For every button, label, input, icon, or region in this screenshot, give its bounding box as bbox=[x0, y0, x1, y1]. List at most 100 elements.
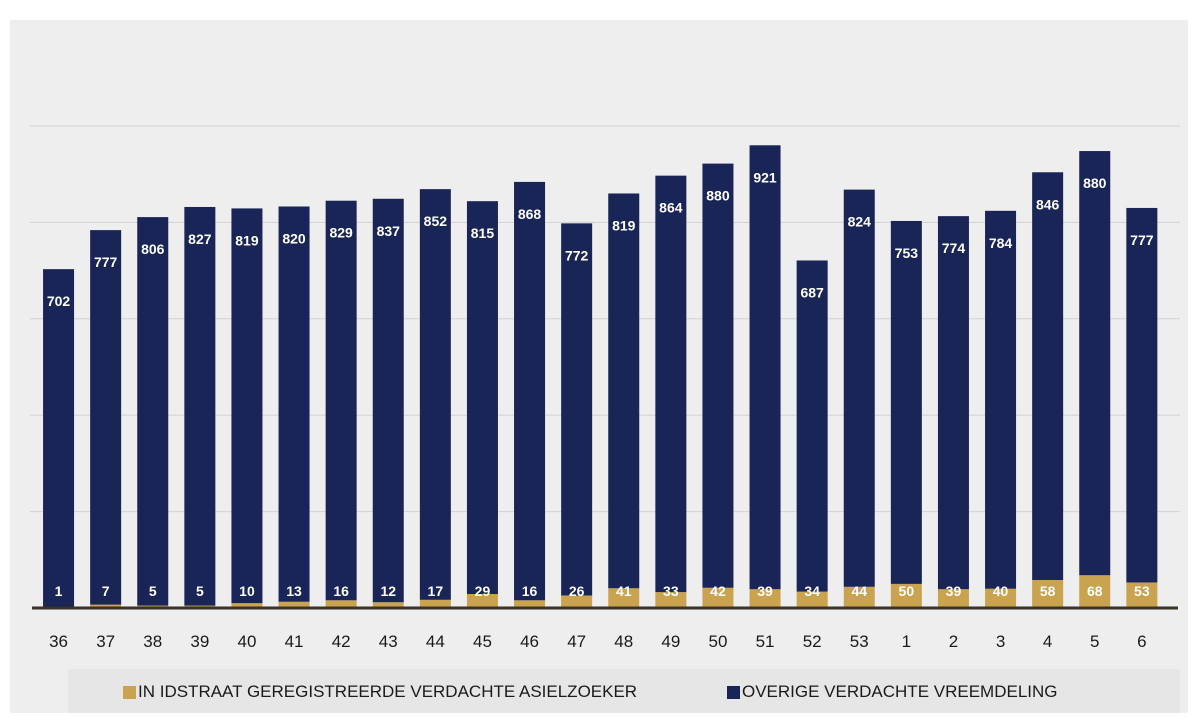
x-tick-label-47: 47 bbox=[567, 632, 586, 651]
x-tick-label-5: 5 bbox=[1090, 632, 1099, 651]
data-label-asylum-50: 42 bbox=[710, 583, 726, 599]
bar-other-42 bbox=[325, 200, 357, 601]
x-tick-label-42: 42 bbox=[332, 632, 351, 651]
data-label-other-41: 820 bbox=[282, 230, 306, 246]
data-label-other-2: 774 bbox=[942, 240, 966, 256]
bar-asylum-2 bbox=[937, 589, 969, 608]
data-label-asylum-45: 29 bbox=[475, 583, 491, 599]
bar-other-49 bbox=[655, 175, 687, 593]
x-tick-label-40: 40 bbox=[237, 632, 256, 651]
data-label-other-48: 819 bbox=[612, 217, 636, 233]
bar-other-41 bbox=[278, 206, 310, 602]
bar-asylum-1 bbox=[890, 583, 922, 608]
bar-other-44 bbox=[419, 189, 451, 600]
bar-asylum-52 bbox=[796, 591, 828, 608]
bar-other-48 bbox=[608, 193, 640, 589]
bar-asylum-37 bbox=[90, 604, 122, 608]
data-label-asylum-1: 50 bbox=[899, 583, 915, 599]
x-tick-label-45: 45 bbox=[473, 632, 492, 651]
chart-legend: IN IDSTRAAT GEREGISTREERDE VERDACHTE ASI… bbox=[68, 669, 1180, 713]
bar-asylum-4 bbox=[1032, 580, 1064, 608]
data-label-other-46: 868 bbox=[518, 206, 542, 222]
data-label-asylum-48: 41 bbox=[616, 583, 632, 599]
data-label-other-51: 921 bbox=[753, 169, 777, 185]
data-label-other-5: 880 bbox=[1083, 175, 1107, 191]
bar-asylum-53 bbox=[843, 586, 875, 608]
data-label-asylum-38: 5 bbox=[149, 583, 157, 599]
data-label-other-40: 819 bbox=[235, 232, 259, 248]
bar-asylum-40 bbox=[231, 603, 263, 608]
bar-asylum-45 bbox=[466, 594, 498, 608]
x-tick-label-49: 49 bbox=[661, 632, 680, 651]
bar-asylum-6 bbox=[1126, 582, 1158, 608]
chart-panel: 702 1 777 7 806 5 827 5 819 10 820 13 829 16 837 12 852 1… bbox=[10, 20, 1188, 713]
bar-other-45 bbox=[466, 201, 498, 595]
bar-other-43 bbox=[372, 198, 404, 603]
data-label-asylum-36: 1 bbox=[55, 583, 63, 599]
bar-other-47 bbox=[561, 223, 593, 596]
bar-chart: 7021777780658275819108201382916837128521… bbox=[30, 125, 1180, 651]
data-label-asylum-5: 68 bbox=[1087, 583, 1103, 599]
x-tick-label-46: 46 bbox=[520, 632, 539, 651]
bar-other-39 bbox=[184, 206, 216, 606]
data-label-asylum-39: 5 bbox=[196, 583, 204, 599]
bar-asylum-43 bbox=[372, 602, 404, 608]
legend-swatch-other bbox=[727, 685, 740, 699]
x-tick-label-41: 41 bbox=[285, 632, 304, 651]
data-label-asylum-3: 40 bbox=[993, 583, 1009, 599]
x-tick-label-43: 43 bbox=[379, 632, 398, 651]
data-label-other-53: 824 bbox=[848, 214, 872, 230]
bar-other-50 bbox=[702, 163, 734, 588]
data-label-asylum-6: 53 bbox=[1134, 583, 1150, 599]
data-label-other-39: 827 bbox=[188, 231, 212, 247]
x-tick-label-2: 2 bbox=[949, 632, 958, 651]
x-tick-label-38: 38 bbox=[143, 632, 162, 651]
x-tick-label-50: 50 bbox=[708, 632, 727, 651]
x-tick-label-6: 6 bbox=[1137, 632, 1146, 651]
x-tick-label-1: 1 bbox=[902, 632, 911, 651]
bar-other-2 bbox=[937, 216, 969, 590]
bar-other-5 bbox=[1079, 151, 1111, 576]
data-label-other-4: 846 bbox=[1036, 196, 1060, 212]
data-label-other-50: 880 bbox=[706, 188, 730, 204]
bar-other-36 bbox=[43, 269, 75, 608]
data-label-other-42: 829 bbox=[329, 225, 353, 241]
data-label-asylum-42: 16 bbox=[333, 583, 349, 599]
bar-other-38 bbox=[137, 217, 169, 606]
bar-other-37 bbox=[90, 230, 122, 605]
x-tick-label-3: 3 bbox=[996, 632, 1005, 651]
legend-swatch-asylum bbox=[123, 685, 136, 699]
data-label-asylum-49: 33 bbox=[663, 583, 679, 599]
x-tick-label-39: 39 bbox=[190, 632, 209, 651]
bar-other-3 bbox=[985, 210, 1017, 589]
bar-asylum-47 bbox=[561, 595, 593, 608]
bar-other-51 bbox=[749, 145, 781, 590]
data-label-asylum-47: 26 bbox=[569, 583, 585, 599]
bar-asylum-3 bbox=[985, 588, 1017, 608]
bar-asylum-44 bbox=[419, 599, 451, 608]
legend-item-other: OVERIGE VERDACHTE VREEMDELING bbox=[727, 682, 1058, 702]
x-tick-label-36: 36 bbox=[49, 632, 68, 651]
x-tick-label-51: 51 bbox=[756, 632, 775, 651]
bar-other-46 bbox=[514, 181, 546, 601]
legend-label-other: OVERIGE VERDACHTE VREEMDELING bbox=[742, 682, 1058, 701]
data-label-other-47: 772 bbox=[565, 247, 589, 263]
data-label-other-37: 777 bbox=[94, 254, 118, 270]
data-label-asylum-53: 44 bbox=[851, 583, 867, 599]
data-label-other-52: 687 bbox=[800, 284, 824, 300]
data-label-asylum-2: 39 bbox=[946, 583, 962, 599]
data-label-other-44: 852 bbox=[424, 213, 448, 229]
data-label-asylum-46: 16 bbox=[522, 583, 538, 599]
data-label-other-3: 784 bbox=[989, 235, 1013, 251]
data-label-other-43: 837 bbox=[377, 223, 401, 239]
legend-label-asylum: IN IDSTRAAT GEREGISTREERDE VERDACHTE ASI… bbox=[138, 682, 638, 701]
bar-other-4 bbox=[1032, 172, 1064, 581]
data-label-other-36: 702 bbox=[47, 293, 71, 309]
x-tick-label-4: 4 bbox=[1043, 632, 1052, 651]
data-label-other-1: 753 bbox=[895, 245, 919, 261]
bar-asylum-51 bbox=[749, 589, 781, 608]
x-tick-label-52: 52 bbox=[803, 632, 822, 651]
bar-other-40 bbox=[231, 208, 263, 604]
bar-asylum-46 bbox=[514, 600, 546, 608]
data-label-asylum-44: 17 bbox=[428, 583, 444, 599]
